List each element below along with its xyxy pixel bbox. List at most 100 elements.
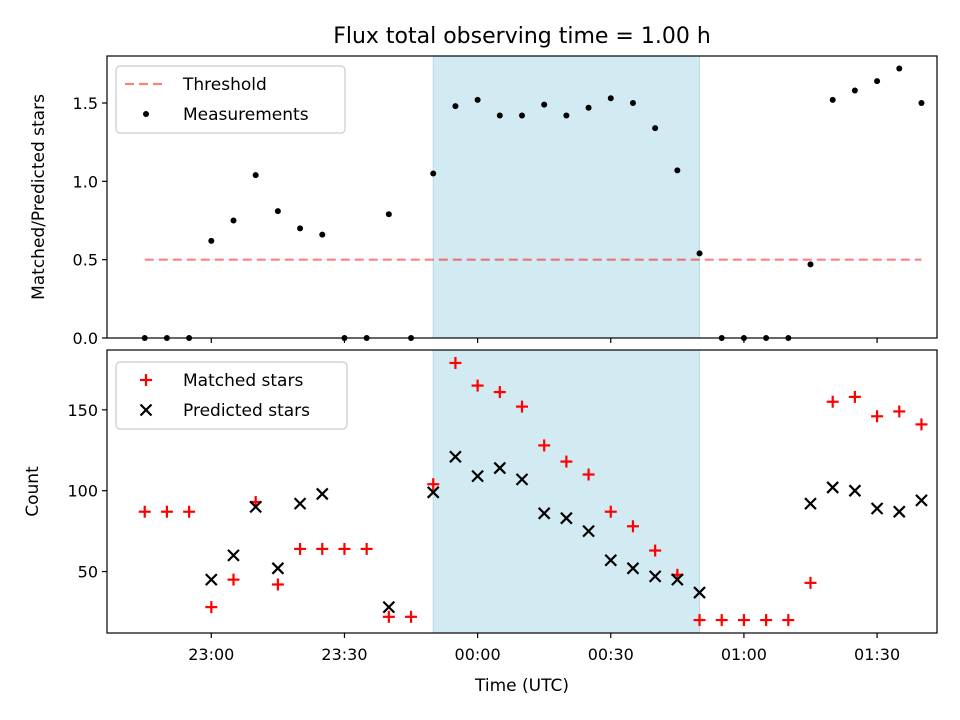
count-highlight-span — [432, 349, 701, 634]
count-point-0-7 — [294, 542, 307, 555]
count-series-1 — [205, 450, 928, 614]
count-point-1-9-b — [471, 469, 484, 483]
count-point-1-23-b — [870, 502, 884, 515]
count-point-1-20-b — [804, 497, 817, 510]
ratio-point-0-34 — [896, 65, 903, 72]
count-point-1-19 — [693, 586, 706, 599]
count-legend-swatch-1 — [139, 403, 153, 417]
count-panel: 50 100 150 23:00 23:30 00:00 00:30 01:00 01:30 Co… — [23, 349, 938, 664]
ratio-point-0-14 — [452, 103, 459, 110]
ratio-ytick-label-0: 0.0 — [73, 329, 98, 348]
count-point-1-5 — [315, 487, 329, 501]
count-point-1-5-b — [315, 487, 329, 501]
ratio-point-0-32 — [851, 87, 858, 94]
count-point-0-19 — [560, 455, 573, 468]
count-point-1-1 — [227, 549, 240, 562]
ratio-legend-box — [115, 65, 346, 134]
count-point-1-4-b — [293, 497, 307, 510]
chart-title: Flux total observing time = 1.00 h — [333, 24, 711, 49]
ratio-point-0-17 — [519, 112, 525, 119]
count-legend-box — [115, 361, 348, 430]
count-point-1-22-b — [848, 484, 862, 497]
count-point-0-13 — [427, 478, 440, 491]
count-point-1-17-b — [648, 570, 662, 583]
ratio-legend-label-1: Measurements — [183, 105, 309, 125]
ratio-legend-swatch-1 — [143, 111, 149, 117]
count-point-1-12-b — [537, 507, 551, 520]
ratio-point-0-33 — [874, 78, 881, 85]
count-point-1-6-b — [382, 600, 396, 614]
count-point-0-25 — [693, 614, 706, 627]
count-point-0-17 — [516, 400, 528, 413]
count-point-1-23 — [870, 502, 884, 515]
count-ytick-label-2: 150 — [67, 401, 98, 420]
count-point-1-10 — [493, 461, 507, 475]
count-legend-label-1: Predicted stars — [183, 401, 310, 421]
ratio-point-0-23 — [652, 125, 659, 132]
count-point-0-8 — [316, 542, 329, 555]
ratio-ytick-label-2: 1.0 — [73, 172, 98, 191]
count-point-0-3 — [205, 601, 218, 614]
count-point-1-13 — [560, 511, 573, 525]
count-point-0-26 — [715, 614, 728, 627]
ratio-point-0-24 — [674, 167, 681, 174]
count-point-0-27 — [737, 614, 750, 627]
count-point-0-28 — [760, 614, 773, 627]
count-point-0-22 — [626, 520, 639, 533]
count-point-0-1 — [160, 505, 173, 518]
count-point-1-19-b — [693, 586, 706, 599]
count-point-1-8-b — [449, 450, 462, 464]
ratio-point-0-21 — [607, 95, 614, 102]
count-point-1-3-b — [271, 562, 285, 575]
count-point-0-0 — [138, 505, 151, 518]
count-point-0-12 — [405, 610, 418, 623]
count-ytick-label-1: 100 — [67, 482, 98, 501]
ratio-point-0-19 — [563, 112, 570, 119]
count-point-1-3 — [271, 562, 285, 575]
ratio-point-0-31 — [829, 96, 836, 103]
ratio-y-axis-label: Matched/Predicted stars — [29, 94, 49, 300]
count-point-0-16 — [493, 386, 506, 399]
count-point-1-2-b — [249, 500, 262, 514]
count-point-1-6 — [382, 600, 396, 614]
count-y-axis-label: Count — [23, 466, 43, 517]
count-point-0-23 — [649, 544, 662, 557]
count-point-1-24-b — [892, 505, 906, 518]
ratio-point-0-20 — [585, 104, 592, 111]
x-tick-label-4: 01:00 — [721, 645, 767, 664]
count-point-1-18 — [671, 573, 684, 586]
ratio-legend-label-0: Threshold — [182, 75, 267, 95]
count-point-1-21-b — [826, 481, 839, 494]
count-point-0-14 — [449, 356, 462, 369]
count-point-1-13-b — [560, 511, 573, 525]
ratio-panel: 0.0 0.5 1.0 1.5 Matched/Predicted stars Thres… — [29, 55, 938, 348]
ratio-point-0-35 — [918, 100, 925, 106]
count-axes-frame — [106, 349, 938, 634]
count-point-1-15-b — [604, 553, 618, 567]
ratio-point-0-13 — [430, 170, 437, 177]
ratio-point-0-25 — [696, 250, 703, 257]
x-tick-label-3: 00:30 — [588, 645, 634, 664]
count-legend-label-0: Matched stars — [183, 371, 303, 391]
count-point-0-4 — [227, 573, 240, 586]
count-point-1-7-b — [426, 486, 440, 499]
count-point-0-30 — [804, 576, 817, 589]
x-tick-label-1: 23:30 — [321, 645, 367, 664]
count-point-0-9 — [338, 542, 351, 555]
count-point-0-33 — [871, 410, 884, 423]
count-point-1-21 — [826, 481, 839, 494]
count-point-1-2 — [249, 500, 262, 514]
ratio-point-0-22 — [629, 100, 636, 106]
count-point-1-7 — [426, 486, 440, 499]
count-point-0-15 — [471, 379, 484, 392]
count-point-0-21 — [604, 505, 617, 518]
count-point-0-11 — [382, 610, 395, 623]
count-point-0-20 — [582, 468, 595, 481]
count-ytick-label-0: 50 — [78, 563, 98, 582]
count-point-0-31 — [826, 395, 839, 408]
ratio-point-0-30 — [807, 261, 814, 268]
x-tick-label-0: 23:00 — [188, 645, 234, 664]
count-point-1-14-b — [582, 524, 595, 538]
count-point-1-11-b — [515, 473, 529, 486]
